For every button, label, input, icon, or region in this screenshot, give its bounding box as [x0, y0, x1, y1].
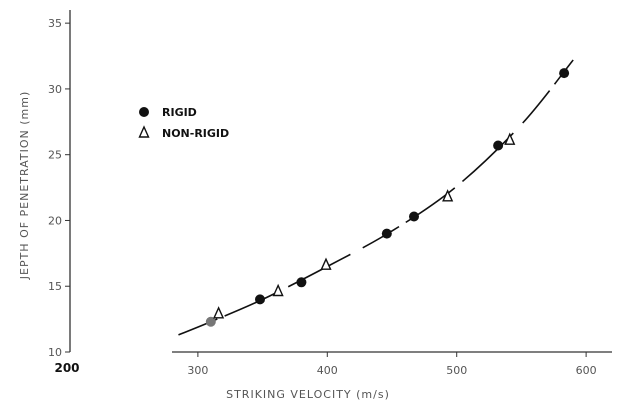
fit-curve	[178, 59, 574, 336]
y-tick-label: 10	[48, 346, 62, 359]
x-tick-label: 400	[317, 364, 338, 377]
legend-rigid-marker	[139, 107, 149, 117]
rigid-point	[409, 211, 419, 222]
y-tick-label: 15	[48, 280, 62, 293]
legend-rigid-label: RIGID	[162, 106, 197, 119]
rigid-point	[296, 277, 307, 288]
x-tick-label: 600	[576, 364, 597, 377]
stray-tick-label: 200	[54, 361, 79, 375]
fit-curve-layer	[178, 59, 574, 336]
legend-non-rigid-label: NON-RIGID	[162, 127, 229, 140]
rigid-point	[559, 68, 570, 79]
data-points-layer	[205, 68, 570, 327]
y-tick-label: 20	[48, 214, 62, 227]
y-tick-label: 30	[48, 83, 62, 96]
rigid-point	[255, 294, 265, 305]
non-rigid-point	[213, 306, 225, 319]
x-tick-label: 300	[187, 364, 208, 377]
rigid-point	[381, 228, 392, 239]
x-tick-label: 500	[446, 364, 467, 377]
x-axis-label: STRIKING VELOCITY (m/s)	[226, 388, 390, 401]
legend: RIGID NON-RIGID	[138, 106, 229, 140]
y-tick-label: 35	[48, 17, 62, 30]
axes: 10 15 20 25 30 35 300 400 500 600	[48, 10, 612, 377]
rigid-point	[205, 316, 216, 327]
y-axis-label: JEPTH OF PENETRATION (mm)	[18, 91, 31, 281]
non-rigid-point	[272, 283, 284, 297]
non-rigid-point	[442, 189, 454, 202]
legend-non-rigid-marker	[138, 125, 150, 138]
y-tick-label: 25	[48, 149, 62, 162]
non-rigid-point	[320, 257, 332, 270]
non-rigid-point	[504, 132, 516, 145]
rigid-point	[493, 140, 504, 151]
